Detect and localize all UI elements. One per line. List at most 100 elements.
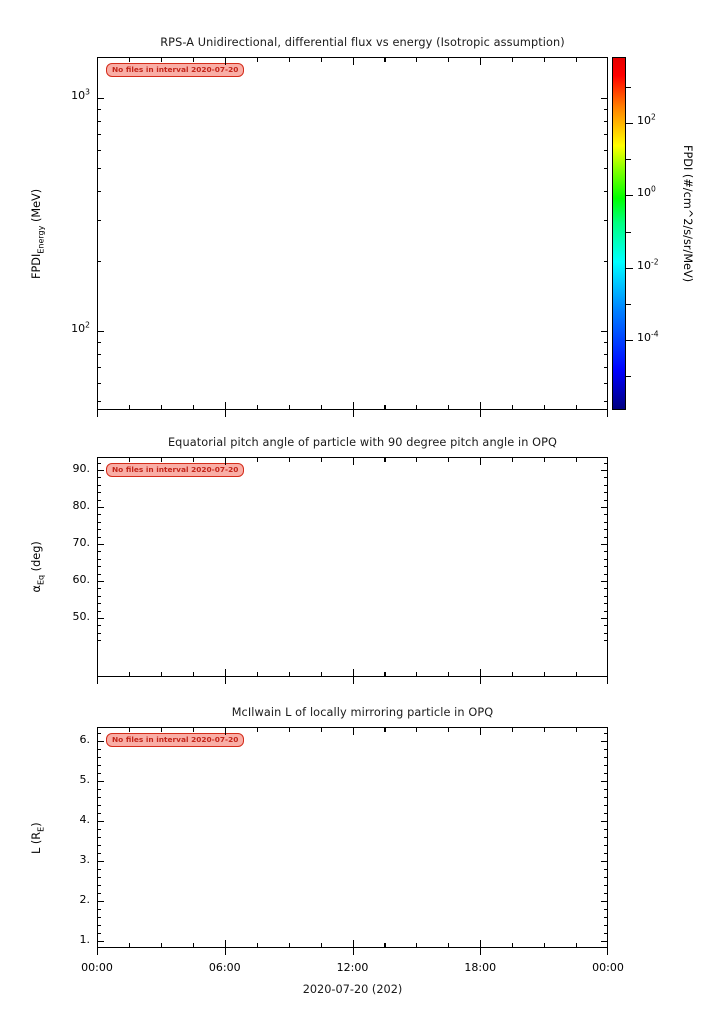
y-tick-right-1-8 bbox=[604, 149, 608, 151]
x-tick-bottom-1-6 bbox=[288, 405, 290, 410]
y-tick-right-3-7 bbox=[604, 925, 608, 927]
y-tick-label-3-2: 4. bbox=[79, 813, 91, 826]
x-tick-bottom-3-5 bbox=[256, 943, 258, 948]
y-tick-label-3-1: 5. bbox=[79, 773, 91, 786]
y-tick-right-3-1 bbox=[601, 781, 608, 783]
x-axis-title: 2020-07-20 (202) bbox=[302, 983, 403, 996]
y-tick-right-2-17 bbox=[604, 529, 608, 531]
x-tick-bottom-2-3 bbox=[192, 672, 194, 677]
y-tick-3-18 bbox=[97, 813, 101, 815]
y-tick-right-2-23 bbox=[604, 477, 608, 479]
x-tick-label-2: 12:00 bbox=[336, 961, 369, 974]
y-tick-right-2-4 bbox=[601, 618, 608, 620]
x-tick-bottom-1-8 bbox=[352, 402, 354, 410]
x-tick-bottom-1-9 bbox=[384, 405, 386, 410]
y-tick-3-9 bbox=[97, 909, 101, 911]
y-tick-2-23 bbox=[97, 477, 101, 479]
x-tick-top-1-15 bbox=[576, 57, 578, 62]
y-tick-right-1-4 bbox=[604, 190, 608, 192]
x-tick-top-1-5 bbox=[256, 57, 258, 62]
x-tick-top-1-2 bbox=[160, 57, 162, 62]
x-tick-bottom-2-6 bbox=[288, 672, 290, 677]
y-tick-label-3-0: 6. bbox=[79, 733, 91, 746]
plot-area-2[interactable] bbox=[97, 457, 608, 677]
y-tick-1-9 bbox=[97, 367, 101, 369]
x-tick-top-2-2 bbox=[160, 457, 162, 462]
x-tick-bottom-3-12 bbox=[480, 940, 482, 948]
x-tick-outer-3-8 bbox=[352, 948, 354, 955]
x-tick-top-1-6 bbox=[288, 57, 290, 62]
y-tick-right-3-22 bbox=[604, 773, 608, 775]
y-tick-1-2 bbox=[97, 260, 101, 262]
colorbar[interactable] bbox=[612, 57, 626, 410]
x-tick-top-1-3 bbox=[192, 57, 194, 62]
y-tick-3-15 bbox=[97, 845, 101, 847]
y-tick-label-2-4: 50. bbox=[72, 610, 91, 623]
y-tick-right-1-0 bbox=[601, 331, 608, 333]
y-tick-3-17 bbox=[97, 829, 101, 831]
y-tick-2-2 bbox=[97, 544, 104, 546]
y-tick-right-2-15 bbox=[604, 551, 608, 553]
y-tick-2-3 bbox=[97, 581, 104, 583]
x-tick-bottom-1-12 bbox=[480, 402, 482, 410]
y-tick-right-1-1 bbox=[601, 98, 608, 100]
x-tick-top-3-16 bbox=[606, 727, 608, 735]
x-tick-top-3-3 bbox=[192, 727, 194, 732]
x-tick-top-2-3 bbox=[192, 457, 194, 462]
x-tick-top-1-14 bbox=[544, 57, 546, 62]
x-tick-bottom-1-16 bbox=[606, 402, 608, 410]
y-tick-1-14 bbox=[97, 108, 101, 110]
x-tick-label-3: 18:00 bbox=[464, 961, 497, 974]
y-tick-right-2-1 bbox=[601, 507, 608, 509]
x-tick-bottom-1-14 bbox=[544, 405, 546, 410]
y-tick-3-12 bbox=[97, 877, 101, 879]
x-tick-label-1: 06:00 bbox=[208, 961, 241, 974]
plot-area-3[interactable] bbox=[97, 727, 608, 948]
y-tick-right-2-2 bbox=[601, 544, 608, 546]
y-tick-right-2-13 bbox=[604, 566, 608, 568]
y-tick-3-6 bbox=[97, 933, 101, 935]
y-tick-right-3-6 bbox=[604, 933, 608, 935]
x-tick-top-1-13 bbox=[512, 57, 514, 62]
y-tick-right-3-9 bbox=[604, 909, 608, 911]
x-tick-bottom-3-10 bbox=[416, 943, 418, 948]
x-tick-top-1-11 bbox=[448, 57, 450, 62]
y-tick-right-3-25 bbox=[604, 749, 608, 751]
x-tick-bottom-3-9 bbox=[384, 943, 386, 948]
x-tick-top-1-16 bbox=[606, 57, 608, 65]
x-tick-bottom-2-0 bbox=[97, 669, 99, 677]
x-tick-bottom-2-12 bbox=[480, 669, 482, 677]
y-tick-2-8 bbox=[97, 610, 101, 612]
y-tick-right-3-10 bbox=[604, 893, 608, 895]
y-tick-2-7 bbox=[97, 625, 101, 627]
x-tick-top-3-1 bbox=[128, 727, 131, 732]
x-tick-top-1-7 bbox=[320, 57, 322, 62]
y-tick-1-11 bbox=[97, 353, 101, 355]
y-tick-right-3-23 bbox=[604, 765, 608, 767]
y-tick-right-2-7 bbox=[604, 625, 608, 627]
x-tick-label-0: 00:00 bbox=[81, 961, 113, 974]
y-tick-right-1-5 bbox=[604, 401, 608, 403]
y-tick-right-2-9 bbox=[604, 603, 608, 605]
x-tick-bottom-1-5 bbox=[256, 405, 258, 410]
y-tick-label-3-5: 1. bbox=[79, 933, 91, 946]
x-tick-bottom-3-2 bbox=[160, 943, 162, 948]
y-tick-3-16 bbox=[97, 837, 101, 839]
x-tick-bottom-3-16 bbox=[606, 940, 608, 948]
plot-area-1[interactable] bbox=[97, 57, 608, 410]
x-tick-label-4: 00:00 bbox=[592, 961, 624, 974]
y-tick-right-1-3 bbox=[604, 219, 608, 221]
x-tick-top-3-4 bbox=[224, 727, 226, 735]
x-tick-bottom-2-1 bbox=[128, 672, 131, 677]
x-tick-bottom-2-14 bbox=[544, 672, 546, 677]
x-tick-bottom-2-4 bbox=[224, 669, 226, 677]
x-tick-top-2-0 bbox=[97, 457, 99, 465]
y-tick-right-1-11 bbox=[604, 353, 608, 355]
y-tick-right-3-20 bbox=[604, 797, 608, 799]
y-tick-right-3-18 bbox=[604, 813, 608, 815]
y-tick-right-3-21 bbox=[604, 789, 608, 791]
y-tick-2-19 bbox=[97, 514, 101, 516]
x-tick-top-2-12 bbox=[480, 457, 482, 465]
x-tick-bottom-3-15 bbox=[576, 943, 578, 948]
